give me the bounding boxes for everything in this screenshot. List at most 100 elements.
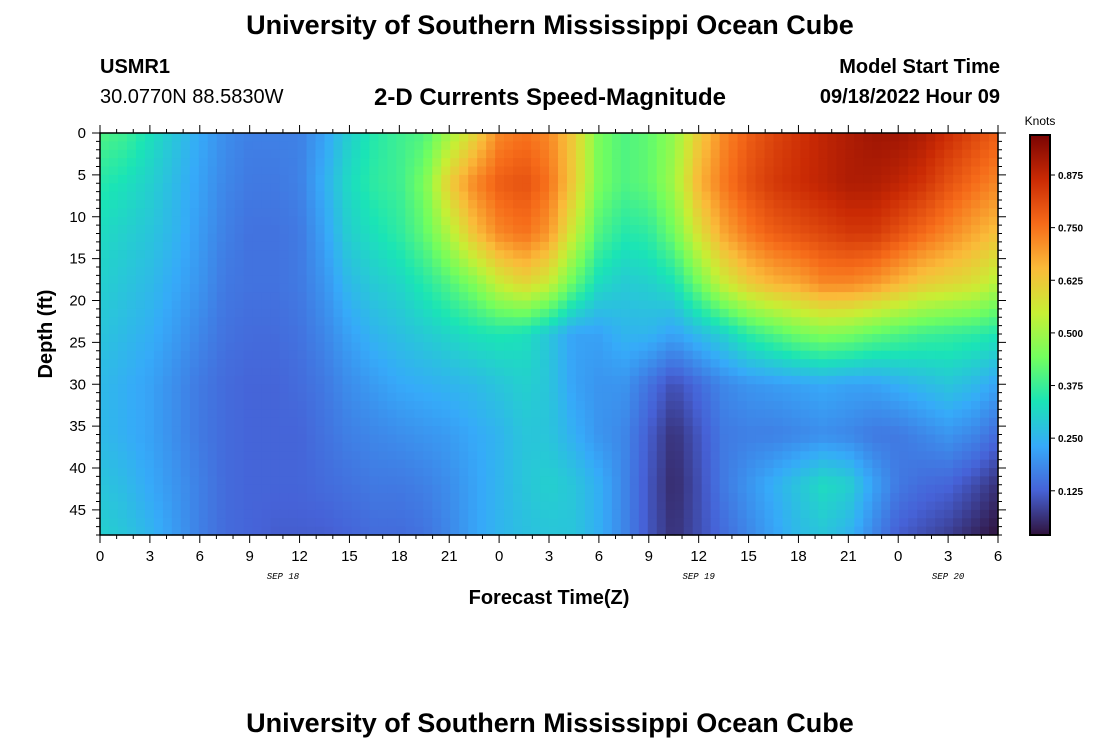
heatmap-cell (944, 241, 954, 251)
heatmap-cell (171, 518, 182, 528)
y-tick-label: 20 (69, 293, 86, 310)
heatmap-cell (656, 308, 667, 318)
heatmap-cell (557, 426, 568, 436)
heatmap-cell (297, 476, 308, 486)
heatmap-cell (683, 141, 694, 151)
heatmap-cell (162, 325, 173, 335)
heatmap-cell (971, 317, 981, 327)
heatmap-cell (746, 308, 757, 318)
heatmap-cell (531, 158, 541, 168)
heatmap-cell (459, 451, 469, 461)
heatmap-cell (549, 350, 559, 360)
heatmap-cell (126, 501, 137, 511)
heatmap-cell (100, 174, 110, 184)
heatmap-cell (809, 401, 819, 410)
heatmap-cell (450, 459, 460, 469)
heatmap-cell (270, 233, 281, 243)
heatmap-cell (387, 392, 397, 402)
heatmap-cell (755, 367, 766, 377)
heatmap-cell (845, 476, 855, 486)
heatmap-cell (611, 384, 622, 394)
heatmap-cell (791, 250, 802, 260)
heatmap-cell (692, 375, 703, 385)
heatmap-cell (953, 392, 963, 402)
heatmap-cell (531, 300, 541, 310)
heatmap-cell (108, 166, 119, 176)
heatmap-cell (989, 518, 999, 528)
heatmap-cell (908, 468, 918, 477)
heatmap-cell (926, 317, 936, 327)
heatmap-cell (935, 300, 945, 310)
heatmap-cell (297, 468, 308, 477)
heatmap-cell (351, 526, 362, 536)
heatmap-cell (593, 267, 604, 276)
heatmap-cell (854, 468, 864, 477)
heatmap-cell (737, 426, 748, 436)
heatmap-cell (701, 367, 712, 377)
heatmap-cell (216, 442, 227, 452)
heatmap-cell (890, 141, 900, 151)
heatmap-cell (387, 208, 397, 218)
heatmap-cell (441, 375, 451, 385)
heatmap-cell (773, 241, 784, 251)
heatmap-cell (854, 434, 864, 444)
heatmap-cell (971, 308, 981, 318)
x-tick-label: 6 (196, 548, 204, 565)
heatmap-cell (665, 191, 676, 201)
heatmap-cell (441, 434, 451, 444)
heatmap-cell (935, 509, 945, 519)
heatmap-cell (791, 409, 802, 419)
heatmap-cell (108, 493, 119, 503)
heatmap-cell (369, 191, 379, 201)
heatmap-cell (818, 417, 828, 427)
heatmap-cell (486, 275, 496, 285)
heatmap-cell (899, 509, 909, 519)
heatmap-cell (737, 493, 748, 503)
heatmap-cell (342, 426, 353, 436)
heatmap-cell (279, 401, 290, 410)
heatmap-cell (360, 158, 370, 168)
heatmap-cell (800, 250, 811, 260)
heatmap-cell (108, 308, 119, 318)
heatmap-cell (863, 526, 873, 536)
heatmap-cell (944, 191, 954, 201)
x-tick-label: 6 (994, 548, 1002, 565)
heatmap-cell (279, 342, 290, 352)
heatmap-cell (162, 250, 173, 260)
heatmap-cell (360, 325, 370, 335)
heatmap-cell (108, 149, 119, 159)
heatmap-cell (531, 208, 541, 218)
heatmap-cell (504, 392, 514, 402)
heatmap-cell (872, 208, 882, 218)
heatmap-cell (531, 401, 541, 410)
heatmap-cell (171, 434, 182, 444)
heatmap-cell (647, 459, 658, 469)
heatmap-cell (423, 191, 433, 201)
model-start-time: 09/18/2022 Hour 09 (819, 86, 1000, 108)
heatmap-cell (243, 367, 254, 377)
heatmap-cell (234, 300, 245, 310)
heatmap-cell (270, 375, 281, 385)
heatmap-cell (602, 493, 613, 503)
heatmap-cell (423, 325, 433, 335)
heatmap-cell (297, 342, 308, 352)
heatmap-cell (791, 275, 802, 285)
heatmap-cell (944, 208, 954, 218)
heatmap-cell (584, 267, 595, 276)
heatmap-cell (432, 526, 442, 536)
heatmap-cell (818, 149, 828, 159)
heatmap-cell (899, 275, 909, 285)
heatmap-cell (980, 300, 990, 310)
heatmap-cell (791, 375, 802, 385)
heatmap-cell (944, 225, 954, 235)
heatmap-cell (944, 350, 954, 360)
heatmap-cell (953, 476, 963, 486)
heatmap-cell (216, 409, 227, 419)
heatmap-cell (315, 325, 326, 335)
heatmap-cell (881, 200, 891, 209)
heatmap-cell (252, 384, 263, 394)
heatmap-cell (908, 275, 918, 285)
heatmap-cell (495, 359, 505, 369)
heatmap-cell (566, 334, 577, 343)
